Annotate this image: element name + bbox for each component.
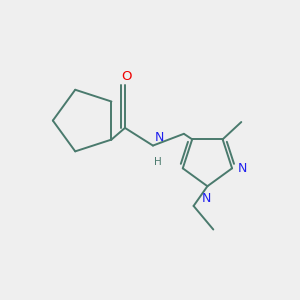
Text: N: N [154,131,164,144]
Text: N: N [201,191,211,205]
Text: N: N [237,162,247,175]
Text: O: O [121,70,132,83]
Text: H: H [154,157,162,167]
